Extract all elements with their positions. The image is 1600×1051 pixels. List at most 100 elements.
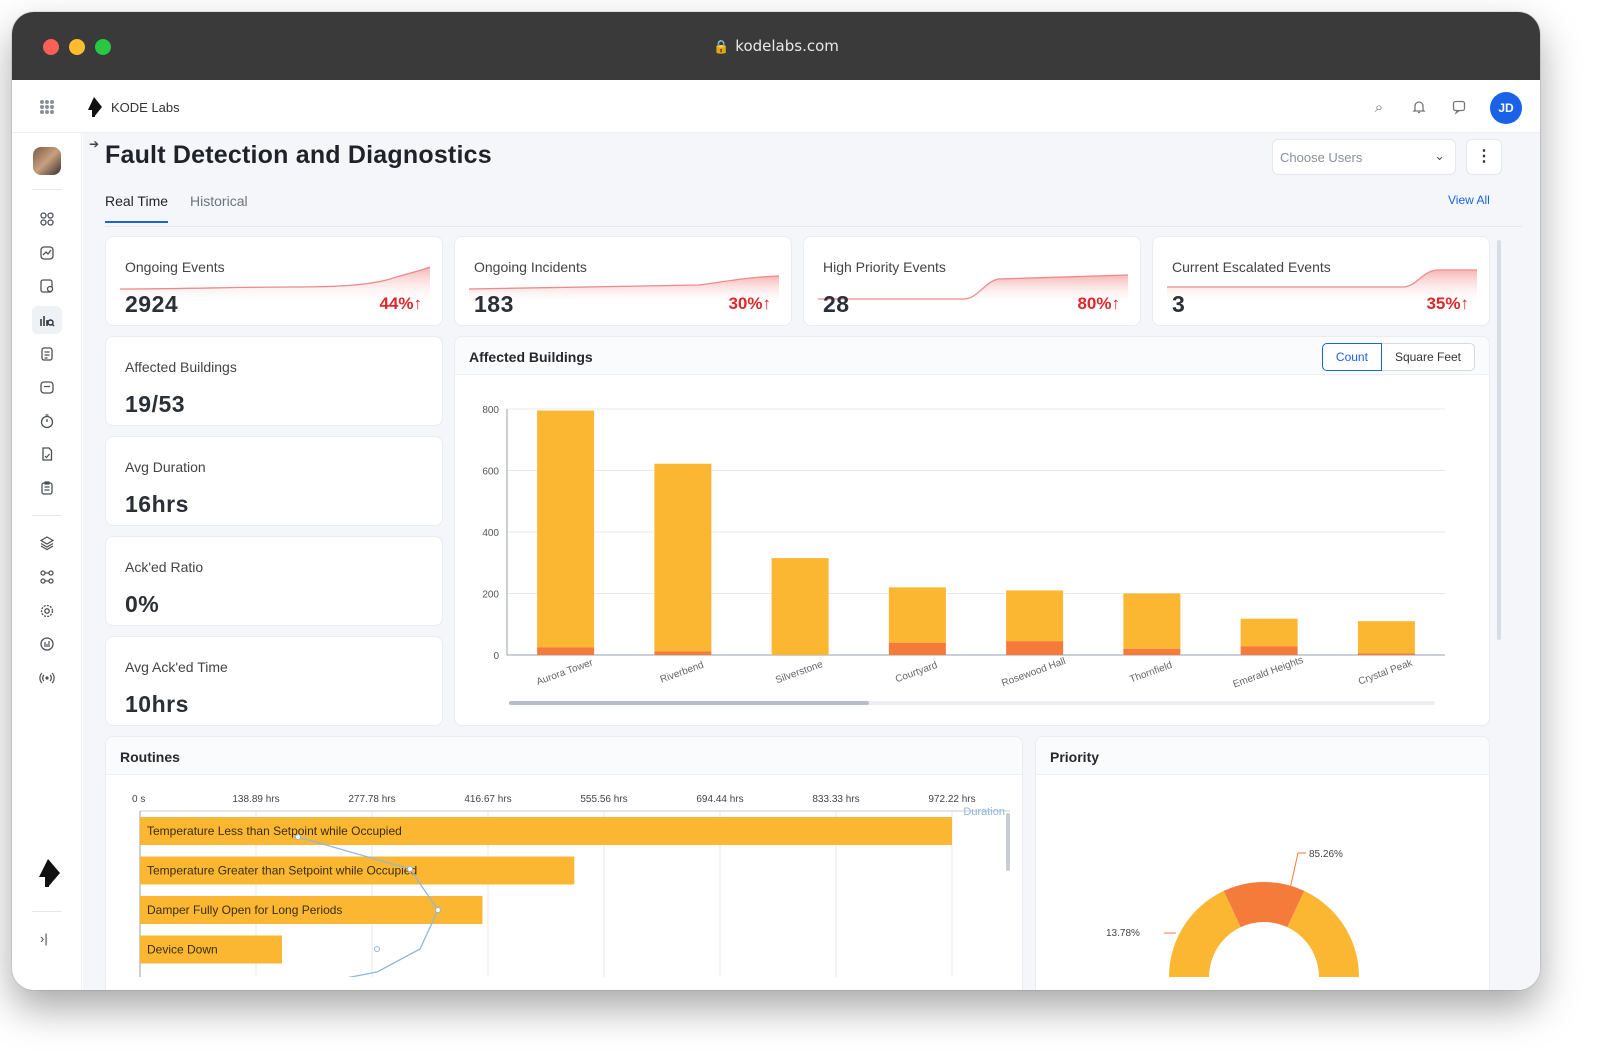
stat-card-affected-buildings[interactable]: Affected Buildings 19/53 — [105, 336, 443, 426]
kpi-card-current-escalated-events[interactable]: Current Escalated Events 3 35%↑ — [1152, 236, 1490, 326]
bar-label: Temperature Less than Setpoint while Occ… — [147, 824, 402, 838]
lock-icon: 🔒 — [713, 40, 730, 55]
integrations-icon[interactable] — [32, 563, 62, 591]
stat-value: 16hrs — [125, 491, 189, 517]
search-icon[interactable]: ⌕ — [1374, 99, 1384, 116]
kode-logo-icon[interactable] — [32, 857, 64, 889]
expand-sidebar-icon[interactable]: ›| — [40, 931, 48, 946]
bar-segment — [1123, 648, 1181, 655]
duration-point — [435, 907, 441, 913]
sparkline — [469, 275, 779, 305]
app-header: KODE Labs ⌕ JD — [12, 80, 1540, 133]
metric-toggle: Count Square Feet — [1321, 343, 1475, 371]
x-tick-label: Courtyard — [894, 660, 939, 685]
analytics-icon[interactable] — [32, 239, 62, 267]
settings-icon[interactable] — [32, 597, 62, 625]
broadcast-icon[interactable] — [32, 664, 62, 692]
kpi-label: High Priority Events — [823, 259, 946, 275]
view-all-link[interactable]: View All — [1448, 193, 1490, 207]
bar — [1006, 590, 1064, 642]
panel-header — [106, 737, 1022, 775]
tab-historical[interactable]: Historical — [190, 193, 248, 209]
calendar-icon[interactable] — [32, 373, 62, 401]
y-tick-label: 200 — [482, 590, 499, 601]
layers-icon[interactable] — [32, 529, 62, 557]
sparkline — [120, 266, 430, 305]
arrow-right-icon[interactable]: ➔ — [89, 137, 100, 151]
bar — [888, 587, 946, 643]
sparkline — [1167, 269, 1477, 305]
meter-icon[interactable] — [32, 630, 62, 658]
tab-real-time[interactable]: Real Time — [105, 193, 169, 223]
duration-point — [295, 834, 301, 840]
stat-card-avg-acked-time[interactable]: Avg Ack'ed Time 10hrs — [105, 636, 443, 726]
bar-segment — [537, 647, 595, 655]
chart-scrollbar-thumb — [509, 701, 869, 705]
bar-segment — [1240, 646, 1298, 655]
pie-slice — [1169, 890, 1359, 977]
bar-segment — [1357, 653, 1415, 655]
sidebar: ›| — [12, 133, 82, 990]
x-tick-label: Thornfield — [1128, 660, 1174, 686]
choose-users-placeholder: Choose Users — [1280, 150, 1363, 165]
more-options-button[interactable]: ⋮ — [1466, 139, 1502, 175]
building-thumbnail[interactable] — [33, 147, 61, 175]
close-window-button[interactable] — [43, 39, 59, 55]
y-tick-label: 400 — [482, 528, 499, 539]
slice-label: 13.78% — [1106, 928, 1140, 939]
report-icon[interactable] — [32, 440, 62, 468]
stat-card-acked-ratio[interactable]: Ack'ed Ratio 0% — [105, 536, 443, 626]
dashboard-icon[interactable] — [32, 205, 62, 233]
count-toggle-button[interactable]: Count — [1321, 343, 1382, 371]
minimize-window-button[interactable] — [69, 39, 85, 55]
square-feet-toggle-button[interactable]: Square Feet — [1381, 343, 1475, 371]
view-tabs: Real Time Historical — [105, 193, 248, 223]
timer-icon[interactable] — [32, 407, 62, 435]
bar-label: Device Down — [147, 943, 218, 957]
browser-window: 🔒 kodelabs.com KODE Labs ⌕ JD — [12, 12, 1540, 990]
page-title: Fault Detection and Diagnostics — [105, 141, 492, 169]
help-chat-icon[interactable] — [1450, 99, 1468, 117]
x-tick-label: Aurora Tower — [535, 657, 595, 688]
x-tick-label: 972.22 hrs — [928, 794, 975, 805]
choose-users-select[interactable]: Choose Users ⌄ — [1272, 139, 1456, 175]
kpi-card-ongoing-events[interactable]: Ongoing Events 2924 44%↑ — [105, 236, 443, 326]
kpi-card-ongoing-incidents[interactable]: Ongoing Incidents 183 30%↑ — [454, 236, 792, 326]
diagnostics-icon[interactable] — [32, 272, 62, 300]
kpi-card-high-priority-events[interactable]: High Priority Events 28 80%↑ — [803, 236, 1141, 326]
app-launcher-icon[interactable] — [40, 100, 54, 114]
bar-label: Damper Fully Open for Long Periods — [147, 903, 342, 917]
kpi-change: 80%↑ — [1077, 294, 1120, 313]
stat-value: 0% — [125, 591, 160, 617]
slice-label: 85.26% — [1309, 849, 1343, 860]
address-bar[interactable]: 🔒 kodelabs.com — [12, 37, 1540, 55]
x-tick-label: Rosewood Hall — [1000, 656, 1067, 689]
panel-title: Affected Buildings — [469, 349, 593, 365]
brand[interactable]: KODE Labs — [83, 96, 180, 118]
sidebar-divider — [32, 911, 62, 912]
page-scrollbar[interactable] — [1497, 240, 1501, 640]
kpi-label: Ongoing Incidents — [474, 259, 587, 275]
stat-label: Avg Duration — [125, 459, 206, 475]
x-tick-label: 555.56 hrs — [580, 794, 627, 805]
kpi-value: 28 — [823, 291, 850, 317]
x-tick-label: Emerald Heights — [1232, 655, 1305, 691]
kode-logo-icon — [88, 97, 102, 117]
panel-title: Routines — [120, 749, 180, 765]
bar — [140, 935, 282, 964]
avatar[interactable]: JD — [1490, 92, 1522, 124]
panel-title: Priority — [1050, 749, 1100, 765]
x-tick-label: Riverbend — [659, 660, 706, 686]
fault-detection-icon[interactable] — [32, 306, 62, 334]
bar — [140, 817, 952, 845]
bell-icon[interactable] — [1410, 99, 1428, 117]
bar — [771, 558, 829, 655]
duration-line — [297, 836, 439, 977]
main-content: ➔ Fault Detection and Diagnostics Choose… — [83, 133, 1540, 990]
stat-label: Avg Ack'ed Time — [125, 659, 228, 675]
stat-card-avg-duration[interactable]: Avg Duration 16hrs — [105, 436, 443, 526]
stat-label: Ack'ed Ratio — [125, 559, 204, 575]
clipboard-icon[interactable] — [32, 474, 62, 502]
work-orders-icon[interactable] — [32, 340, 62, 368]
maximize-window-button[interactable] — [95, 39, 111, 55]
